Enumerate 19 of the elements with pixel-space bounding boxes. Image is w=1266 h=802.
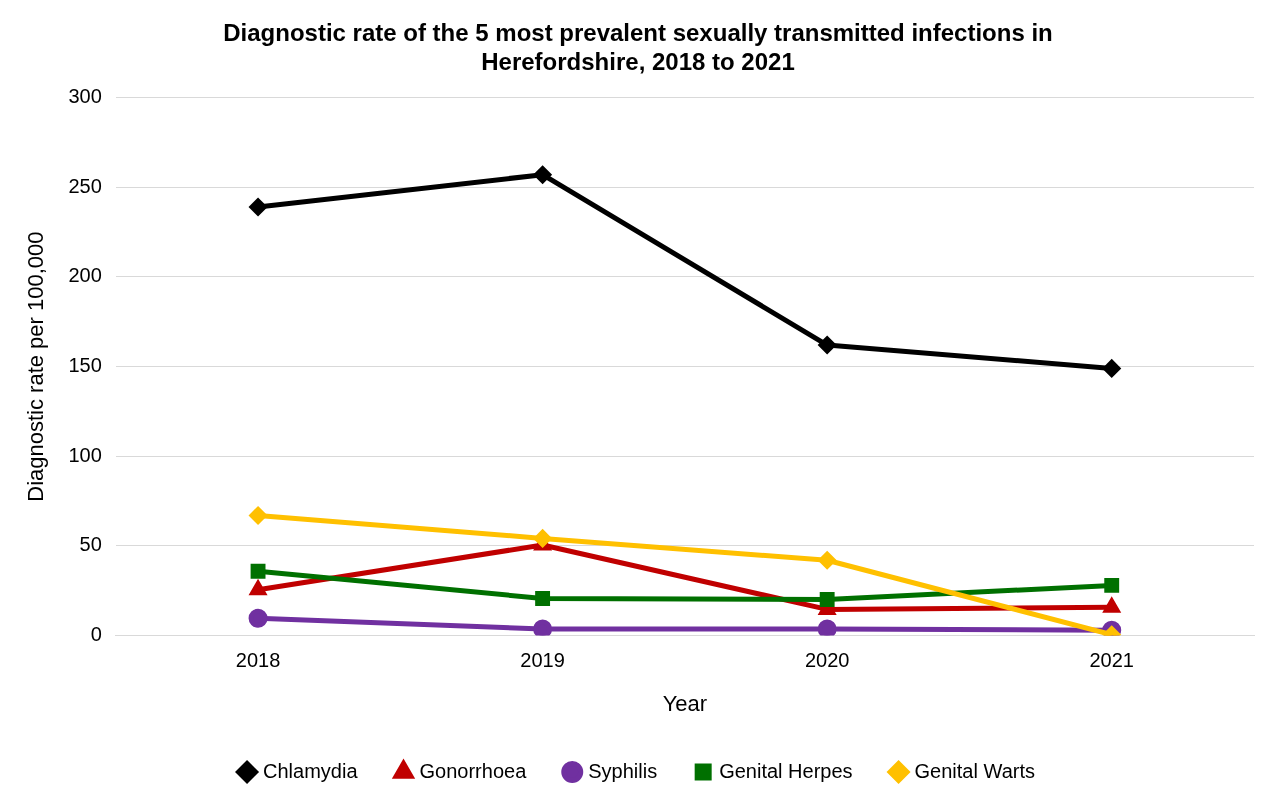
legend-label: Genital Warts — [914, 759, 1035, 782]
x-tick-label: 2019 — [520, 649, 565, 672]
y-tick-label: 150 — [68, 354, 102, 377]
x-tick-label: 2021 — [1089, 649, 1134, 672]
y-tick-label: 50 — [79, 533, 102, 556]
legend-label: Chlamydia — [263, 759, 359, 782]
y-axis-title: Diagnostic rate per 100,000 — [23, 231, 49, 502]
y-tick-label: 200 — [68, 264, 102, 287]
x-tick-label: 2018 — [235, 649, 281, 672]
y-tick-label: 0 — [90, 623, 102, 646]
legend-label: Syphilis — [588, 759, 658, 782]
y-tick-label: 250 — [68, 174, 102, 197]
legend-label: Genital Herpes — [719, 759, 853, 782]
legend-label: Gonorrhoea — [419, 759, 528, 782]
x-axis-title: Year — [662, 690, 708, 716]
y-tick-label: 100 — [68, 443, 102, 466]
x-tick-label: 2020 — [804, 649, 850, 672]
chart-title: Diagnostic rate of the 5 most prevalent sexually transmitted infections in Herefordshire, 2018 to 2021 — [223, 19, 1053, 75]
y-tick-label: 300 — [68, 85, 102, 108]
